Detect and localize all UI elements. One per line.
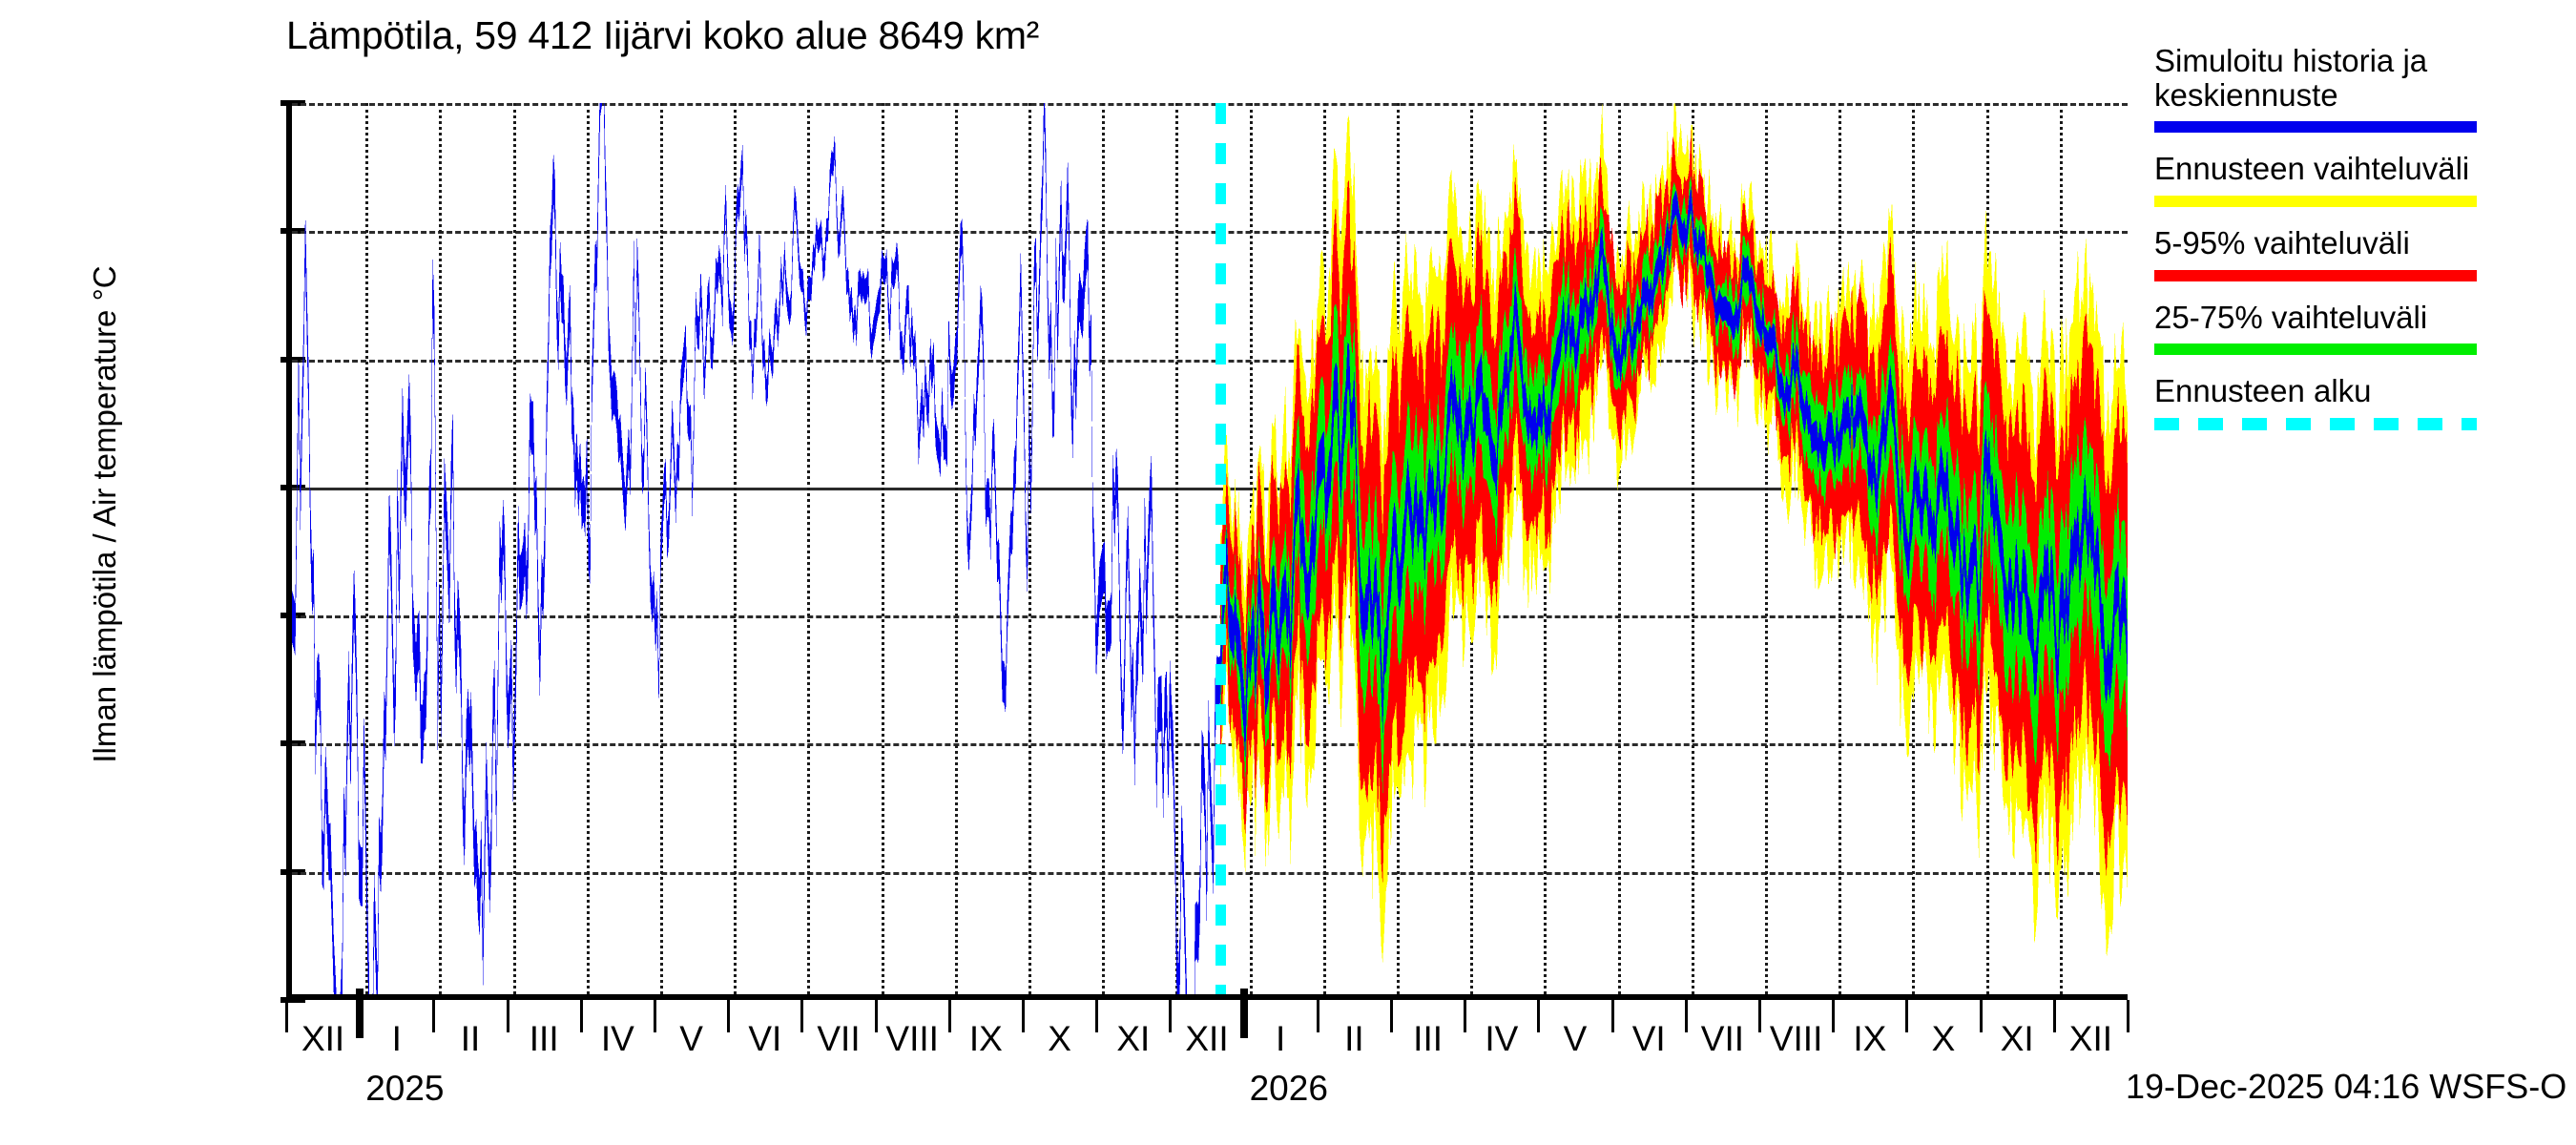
x-tick-label: XII: [2068, 1019, 2113, 1058]
x-tick-mark: [800, 1000, 804, 1032]
x-tick-mark: [1537, 1000, 1541, 1032]
x-tick-label: II: [460, 1019, 481, 1058]
x-tick-mark: [1390, 1000, 1393, 1032]
x-tick-mark: [1095, 1000, 1099, 1032]
gridline-vertical: [1175, 103, 1179, 994]
x-tick-label: III: [1413, 1019, 1444, 1058]
x-tick-label: II: [1344, 1019, 1364, 1058]
x-tick-mark: [1905, 1000, 1909, 1032]
gridline-vertical: [586, 103, 590, 994]
x-tick-mark: [1169, 1000, 1173, 1032]
band-5-95: [1219, 127, 2128, 885]
legend-label-4: Ennusteen alku: [2154, 373, 2372, 409]
x-tick-label: VI: [1631, 1019, 1666, 1058]
legend-label-0: Simuloitu historia ja keskiennuste: [2154, 43, 2428, 113]
x-tick-label: I: [1276, 1019, 1286, 1058]
zero-line: [292, 487, 2128, 490]
x-tick-label: IV: [1485, 1019, 1519, 1058]
x-tick-mark: [432, 1000, 436, 1032]
legend-swatch-p595: [2154, 269, 2477, 281]
gridline-vertical: [439, 103, 443, 994]
x-tick-mark: [1979, 1000, 1983, 1032]
legend-swatch-minmax: [2154, 195, 2477, 207]
x-tick-mark-year: [356, 989, 364, 1038]
x-tick-mark: [654, 1000, 656, 1032]
x-tick-label: V: [1563, 1019, 1588, 1058]
x-tick-mark: [1022, 1000, 1025, 1032]
gridline-horizontal: [292, 871, 2128, 875]
y-tick-mark: [280, 997, 305, 1003]
x-tick-label: VII: [817, 1019, 861, 1058]
x-tick-mark: [1610, 1000, 1614, 1032]
gridline-horizontal: [292, 103, 2128, 106]
x-tick-label: IV: [600, 1019, 634, 1058]
gridline-vertical: [954, 103, 958, 994]
x-tick-mark: [1832, 1000, 1836, 1032]
x-tick-label: XI: [2000, 1019, 2034, 1058]
gridline-horizontal: [292, 231, 2128, 235]
x-tick-label: IX: [968, 1019, 1003, 1058]
x-tick-label: XII: [301, 1019, 345, 1058]
x-tick-mark: [285, 1000, 288, 1032]
gridline-vertical: [1617, 103, 1621, 994]
gridline-vertical: [734, 103, 737, 994]
forecast-start-marker: [1215, 103, 1226, 994]
timestamp: 19-Dec-2025 04:16 WSFS-O: [2126, 1067, 2567, 1106]
x-axis-year-2025: 2025: [365, 1069, 445, 1108]
gridline-vertical: [1028, 103, 1031, 994]
legend-label-1: Ennusteen vaihteluväli: [2154, 151, 2470, 187]
x-tick-label: VIII: [1769, 1019, 1823, 1058]
gridline-vertical: [365, 103, 369, 994]
x-tick-mark: [2127, 1000, 2129, 1032]
x-tick-mark: [947, 1000, 951, 1032]
x-tick-label: VI: [748, 1019, 782, 1058]
x-tick-label: X: [1931, 1019, 1956, 1058]
gridline-vertical: [1691, 103, 1694, 994]
x-tick-mark: [1684, 1000, 1688, 1032]
x-tick-label: V: [679, 1019, 703, 1058]
page-title: Lämpötila, 59 412 Iijärvi koko alue 8649…: [286, 13, 1040, 57]
legend-swatch-mean: [2154, 121, 2477, 134]
x-tick-label: VIII: [885, 1019, 939, 1058]
gridline-horizontal: [292, 615, 2128, 619]
x-tick-label: VII: [1700, 1019, 1745, 1058]
x-tick-mark: [506, 1000, 509, 1032]
x-tick-mark-year: [1239, 989, 1248, 1038]
x-axis-year-2026: 2026: [1249, 1069, 1328, 1108]
x-tick-mark: [1758, 1000, 1761, 1032]
legend: Simuloitu historia ja keskiennuste Ennus…: [2154, 44, 2565, 449]
gridline-vertical: [881, 103, 884, 994]
x-tick-mark: [2052, 1000, 2056, 1032]
x-tick-label: IX: [1853, 1019, 1887, 1058]
legend-label-2: 5-95% vaihteluväli: [2154, 224, 2410, 260]
gridline-vertical: [807, 103, 811, 994]
x-tick-label: XI: [1116, 1019, 1151, 1058]
legend-label-3: 25-75% vaihteluväli: [2154, 299, 2428, 335]
data-series-layer: [292, 103, 2128, 994]
x-tick-mark: [874, 1000, 878, 1032]
x-tick-label: XII: [1185, 1019, 1229, 1058]
x-tick-mark: [727, 1000, 731, 1032]
x-tick-label: I: [391, 1019, 402, 1058]
x-tick-mark: [1464, 1000, 1467, 1032]
x-tick-mark: [1316, 1000, 1319, 1032]
gridline-vertical: [1765, 103, 1768, 994]
gridline-vertical: [512, 103, 516, 994]
x-tick-mark: [579, 1000, 583, 1032]
y-axis-title: Ilman lämpötila / Air temperature °C: [87, 265, 122, 763]
legend-swatch-p2575: [2154, 344, 2477, 356]
mean-line: [292, 103, 2128, 994]
plot-area: [286, 103, 2128, 1000]
gridline-horizontal: [292, 359, 2128, 363]
x-tick-label: X: [1048, 1019, 1071, 1058]
legend-swatch-forecast-start: [2154, 417, 2477, 430]
x-tick-label: III: [529, 1019, 559, 1058]
plot-canvas: [292, 103, 2128, 994]
